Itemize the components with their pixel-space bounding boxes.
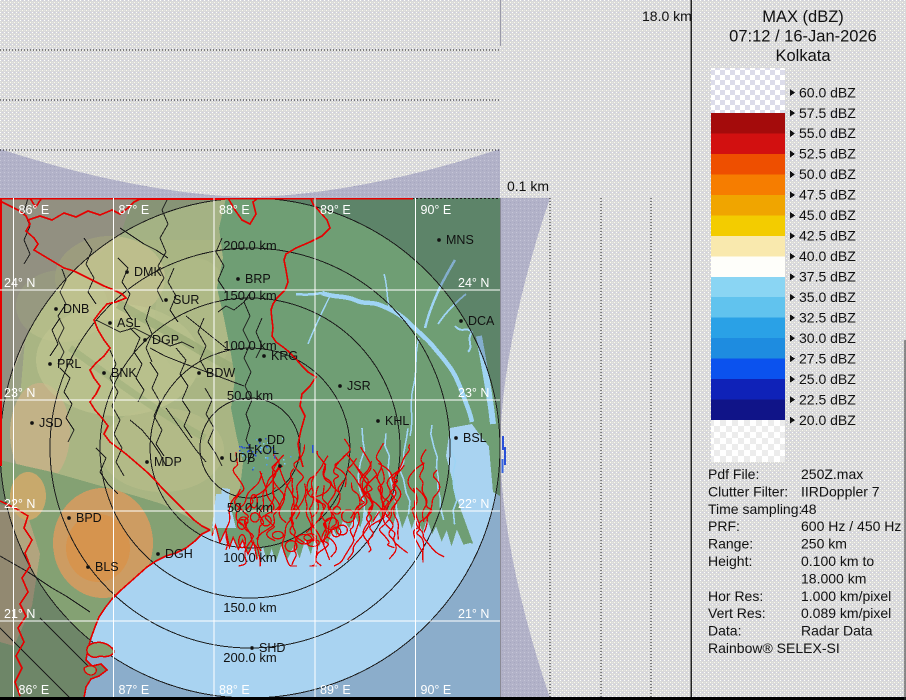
svg-text:BRP: BRP — [245, 272, 271, 286]
svg-text:22° N: 22° N — [458, 497, 489, 511]
svg-text:23° N: 23° N — [4, 386, 35, 400]
svg-text:48: 48 — [801, 501, 817, 517]
svg-text:MDP: MDP — [154, 455, 182, 469]
svg-text:21° N: 21° N — [4, 607, 35, 621]
svg-text:200.0 km: 200.0 km — [223, 650, 276, 665]
svg-text:35.0 dBZ: 35.0 dBZ — [799, 289, 856, 305]
svg-text:IIRDoppler 7: IIRDoppler 7 — [801, 483, 880, 499]
svg-text:07:12 / 16-Jan-2026: 07:12 / 16-Jan-2026 — [729, 28, 877, 46]
svg-text:60.0 dBZ: 60.0 dBZ — [799, 84, 856, 100]
svg-text:SUR: SUR — [173, 293, 199, 307]
svg-text:600 Hz / 450 Hz: 600 Hz / 450 Hz — [801, 518, 901, 534]
svg-text:37.5 dBZ: 37.5 dBZ — [799, 269, 856, 285]
svg-text:24° N: 24° N — [458, 276, 489, 290]
svg-text:BSL: BSL — [463, 431, 487, 445]
svg-text:SHD: SHD — [259, 641, 285, 655]
svg-text:MNS: MNS — [446, 233, 474, 247]
svg-text:87° E: 87° E — [119, 683, 150, 697]
svg-text:50.0 km: 50.0 km — [227, 500, 273, 515]
svg-text:52.5 dBZ: 52.5 dBZ — [799, 146, 856, 162]
svg-text:87° E: 87° E — [119, 203, 150, 217]
svg-text:22.5 dBZ: 22.5 dBZ — [799, 391, 856, 407]
svg-text:55.0 dBZ: 55.0 dBZ — [799, 125, 856, 141]
svg-text:Pdf File:: Pdf File: — [708, 466, 759, 482]
svg-text:32.5 dBZ: 32.5 dBZ — [799, 310, 856, 326]
svg-text:BLS: BLS — [95, 560, 119, 574]
svg-text:47.5 dBZ: 47.5 dBZ — [799, 187, 856, 203]
svg-text:JSR: JSR — [347, 379, 371, 393]
svg-text:50.0 dBZ: 50.0 dBZ — [799, 166, 856, 182]
svg-text:DMK: DMK — [134, 265, 162, 279]
svg-text:90° E: 90° E — [421, 683, 452, 697]
svg-text:89° E: 89° E — [320, 683, 351, 697]
svg-text:100.0 km: 100.0 km — [223, 338, 276, 353]
svg-text:Time sampling:: Time sampling: — [708, 501, 802, 517]
svg-text:DD: DD — [267, 433, 285, 447]
svg-text:45.0 dBZ: 45.0 dBZ — [799, 207, 856, 223]
svg-text:57.5 dBZ: 57.5 dBZ — [799, 105, 856, 121]
svg-text:89° E: 89° E — [320, 203, 351, 217]
svg-text:86° E: 86° E — [19, 203, 50, 217]
svg-text:50.0 km: 50.0 km — [227, 388, 273, 403]
svg-text:88° E: 88° E — [219, 683, 250, 697]
svg-text:JSD: JSD — [39, 416, 63, 430]
svg-text:Hor Res:: Hor Res: — [708, 588, 763, 604]
svg-text:88° E: 88° E — [219, 203, 250, 217]
svg-text:30.0 dBZ: 30.0 dBZ — [799, 330, 856, 346]
svg-text:ASL: ASL — [117, 316, 141, 330]
svg-text:KRG: KRG — [271, 349, 298, 363]
svg-text:86° E: 86° E — [19, 683, 50, 697]
svg-text:MAX (dBZ): MAX (dBZ) — [762, 8, 844, 26]
svg-text:DGH: DGH — [165, 547, 193, 561]
svg-text:0.100 km to: 0.100 km to — [801, 553, 874, 569]
svg-text:0.1 km: 0.1 km — [507, 178, 549, 194]
svg-text:20.0 dBZ: 20.0 dBZ — [799, 412, 856, 428]
svg-text:250 km: 250 km — [801, 536, 847, 552]
svg-text:0.089 km/pixel: 0.089 km/pixel — [801, 605, 891, 621]
svg-text:BPD: BPD — [76, 511, 102, 525]
svg-text:Data:: Data: — [708, 623, 741, 639]
svg-text:21° N: 21° N — [458, 607, 489, 621]
svg-text:18.000 km: 18.000 km — [801, 570, 866, 586]
svg-text:Height:: Height: — [708, 553, 752, 569]
svg-text:DNB: DNB — [63, 302, 89, 316]
svg-text:UDB: UDB — [229, 451, 255, 465]
svg-text:23° N: 23° N — [458, 386, 489, 400]
svg-text:Range:: Range: — [708, 536, 753, 552]
svg-text:KHL: KHL — [385, 414, 409, 428]
svg-text:Vert Res:: Vert Res: — [708, 605, 766, 621]
svg-text:1.000 km/pixel: 1.000 km/pixel — [801, 588, 891, 604]
svg-text:Kolkata: Kolkata — [775, 47, 831, 65]
svg-text:18.0 km: 18.0 km — [642, 8, 692, 24]
svg-text:40.0 dBZ: 40.0 dBZ — [799, 248, 856, 264]
svg-text:BNK: BNK — [111, 366, 137, 380]
svg-text:150.0 km: 150.0 km — [223, 600, 276, 615]
svg-text:200.0 km: 200.0 km — [223, 238, 276, 253]
svg-text:Rainbow® SELEX-SI: Rainbow® SELEX-SI — [708, 640, 840, 656]
svg-text:27.5 dBZ: 27.5 dBZ — [799, 350, 856, 366]
svg-text:24° N: 24° N — [4, 276, 35, 290]
svg-text:Clutter Filter:: Clutter Filter: — [708, 483, 788, 499]
svg-text:DGP: DGP — [152, 333, 179, 347]
svg-text:250Z.max: 250Z.max — [801, 466, 863, 482]
svg-text:DCA: DCA — [468, 314, 495, 328]
svg-text:42.5 dBZ: 42.5 dBZ — [799, 228, 856, 244]
svg-text:150.0 km: 150.0 km — [223, 288, 276, 303]
svg-text:Radar Data: Radar Data — [801, 623, 873, 639]
svg-text:BDW: BDW — [206, 366, 235, 380]
svg-text:PRL: PRL — [57, 357, 81, 371]
svg-text:KOL: KOL — [254, 443, 279, 457]
svg-text:PRF:: PRF: — [708, 518, 740, 534]
svg-text:22° N: 22° N — [4, 497, 35, 511]
svg-text:100.0 km: 100.0 km — [223, 550, 276, 565]
svg-text:90° E: 90° E — [421, 203, 452, 217]
svg-text:25.0 dBZ: 25.0 dBZ — [799, 371, 856, 387]
